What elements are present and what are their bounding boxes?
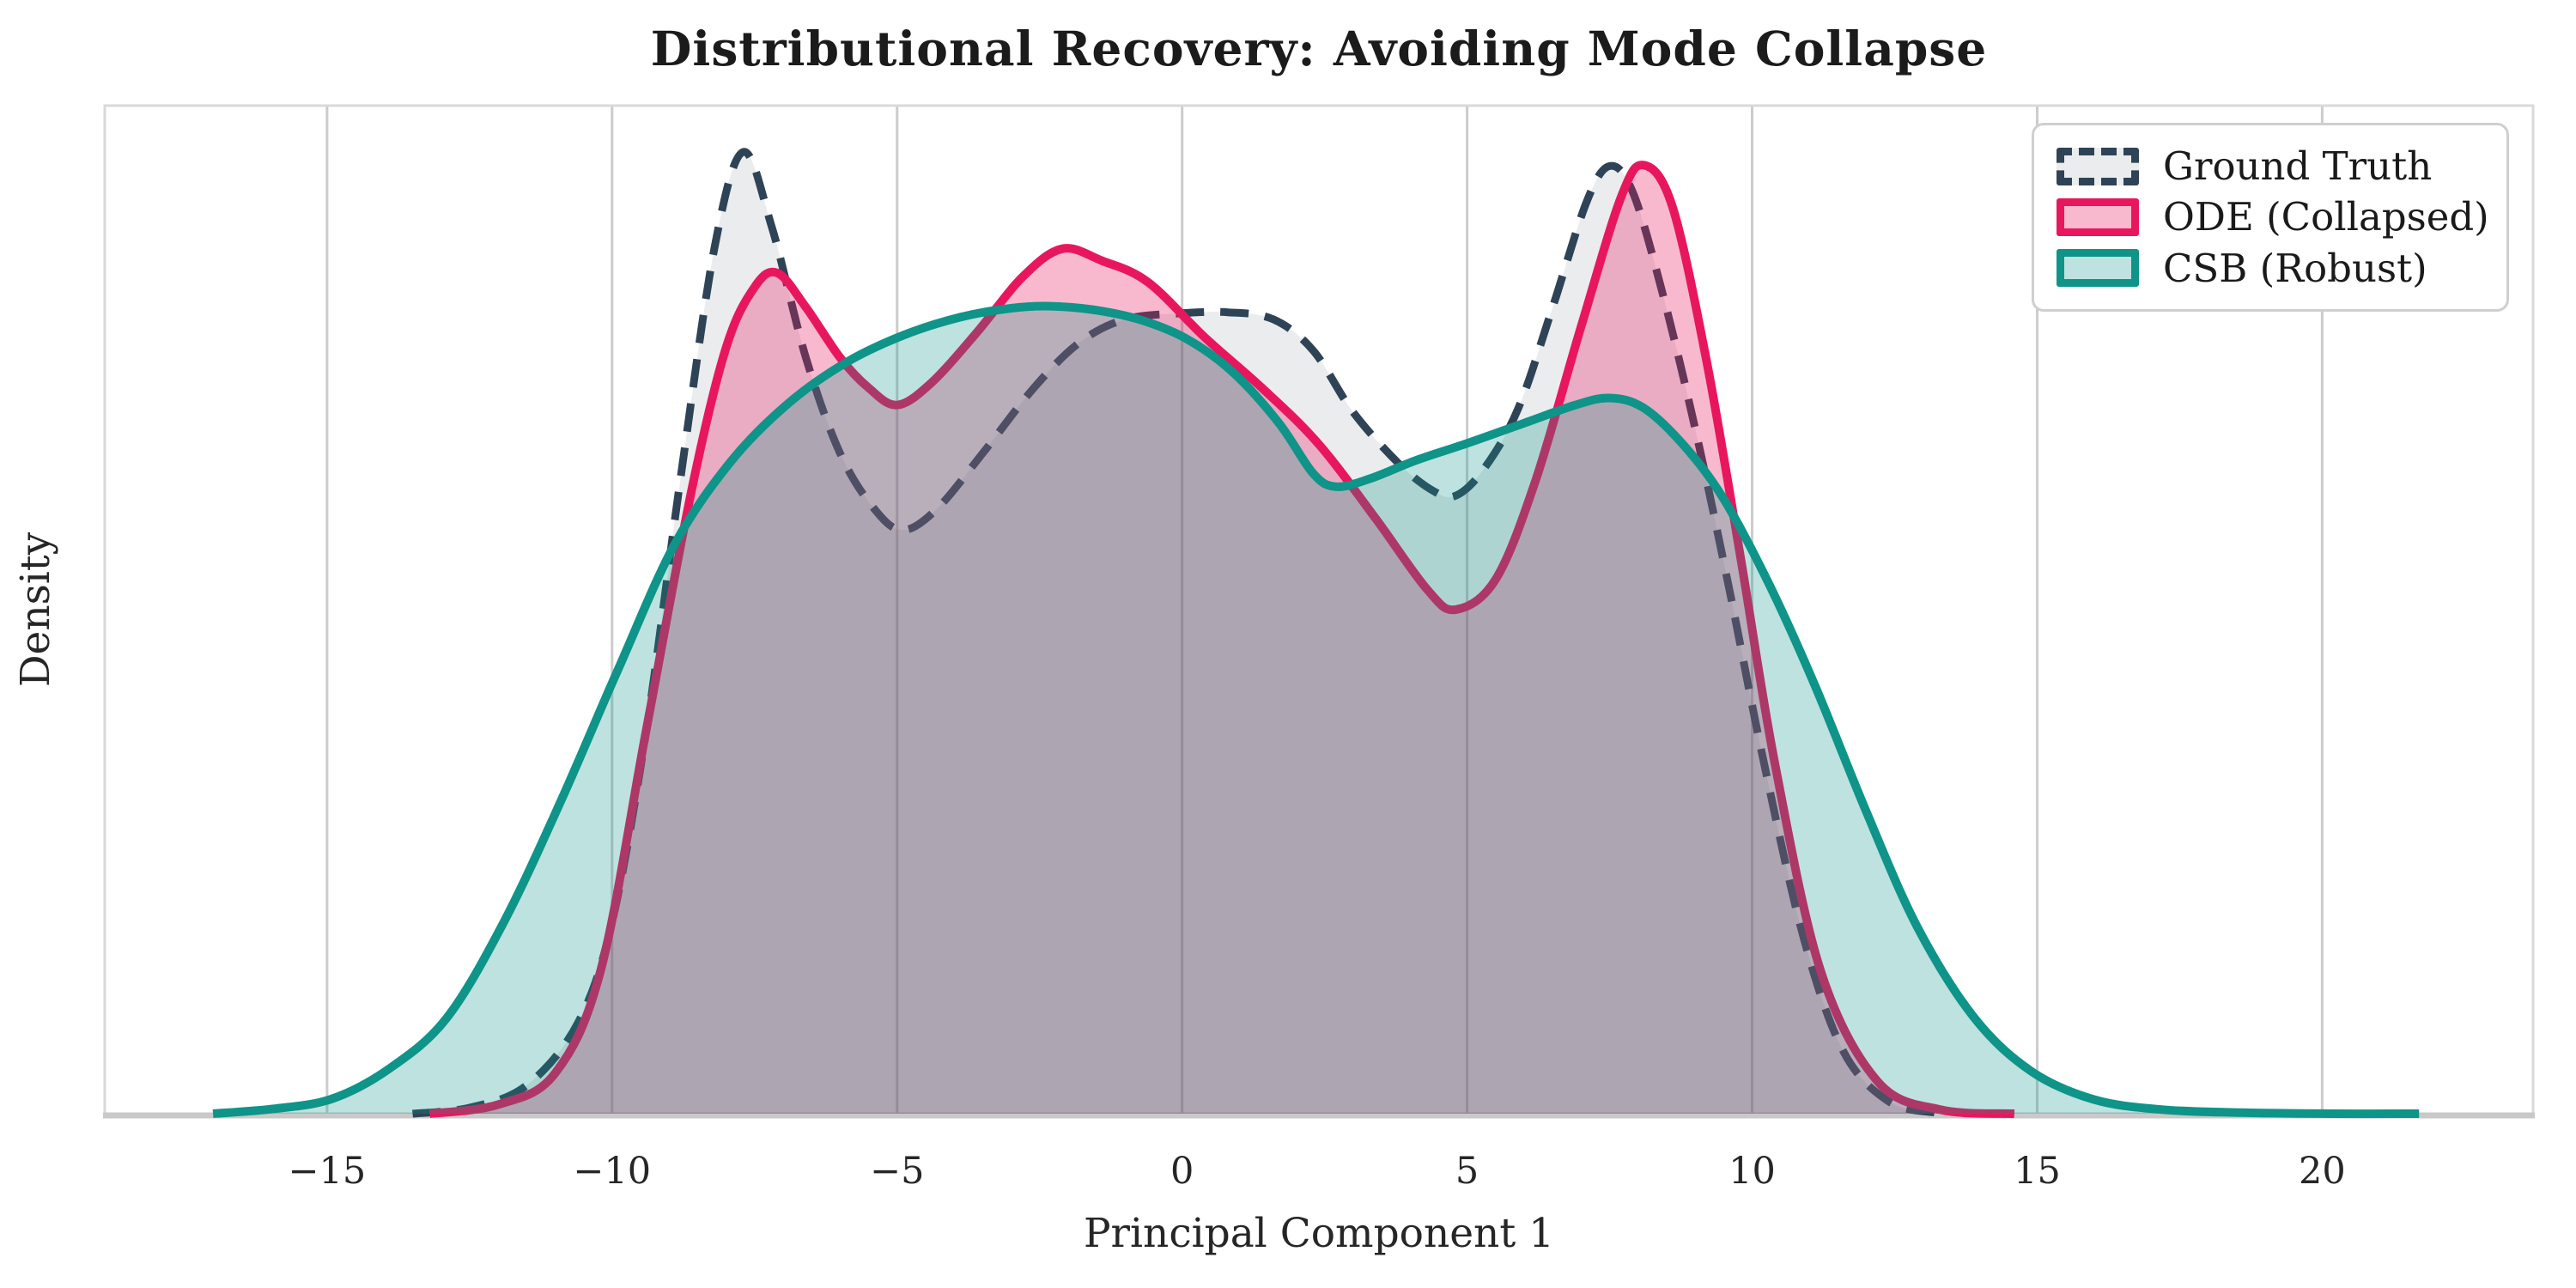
series-ground-truth-fill — [412, 151, 1935, 1114]
series-ground-truth-line — [412, 148, 1936, 1118]
x-tick-label: −5 — [870, 1150, 924, 1193]
legend-item-ground-truth: Ground Truth — [2057, 147, 2484, 185]
legend-label-csb-robust: CSB (Robust) — [2163, 245, 2427, 291]
x-tick-label: −15 — [289, 1150, 367, 1193]
series-csb-robust-line — [212, 301, 2420, 1119]
x-tick-label: 15 — [2014, 1150, 2061, 1193]
x-tick-label: −10 — [573, 1150, 651, 1193]
legend-swatch-csb-robust — [2057, 249, 2139, 288]
legend: Ground Truth ODE (Collapsed) CSB (Robust… — [2032, 123, 2509, 312]
x-tick-label: 5 — [1455, 1150, 1479, 1193]
series-csb-robust-fill — [213, 306, 2420, 1115]
chart-title: Distributional Recovery: Avoiding Mode C… — [650, 21, 1988, 76]
legend-swatch-ground-truth — [2057, 147, 2139, 185]
x-axis-label: Principal Component 1 — [1084, 1210, 1554, 1257]
legend-item-csb-robust: CSB (Robust) — [2057, 249, 2484, 288]
legend-label-ground-truth: Ground Truth — [2163, 143, 2433, 190]
x-tick-label: 0 — [1170, 1150, 1194, 1193]
legend-swatch-ode-collapsed — [2057, 197, 2139, 236]
legend-item-ode-collapsed: ODE (Collapsed) — [2057, 197, 2489, 236]
x-tick-label: 10 — [1728, 1150, 1776, 1193]
x-tick-label: 20 — [2299, 1150, 2346, 1193]
y-axis-label: Density — [12, 532, 59, 687]
legend-label-ode-collapsed: ODE (Collapsed) — [2163, 194, 2489, 240]
